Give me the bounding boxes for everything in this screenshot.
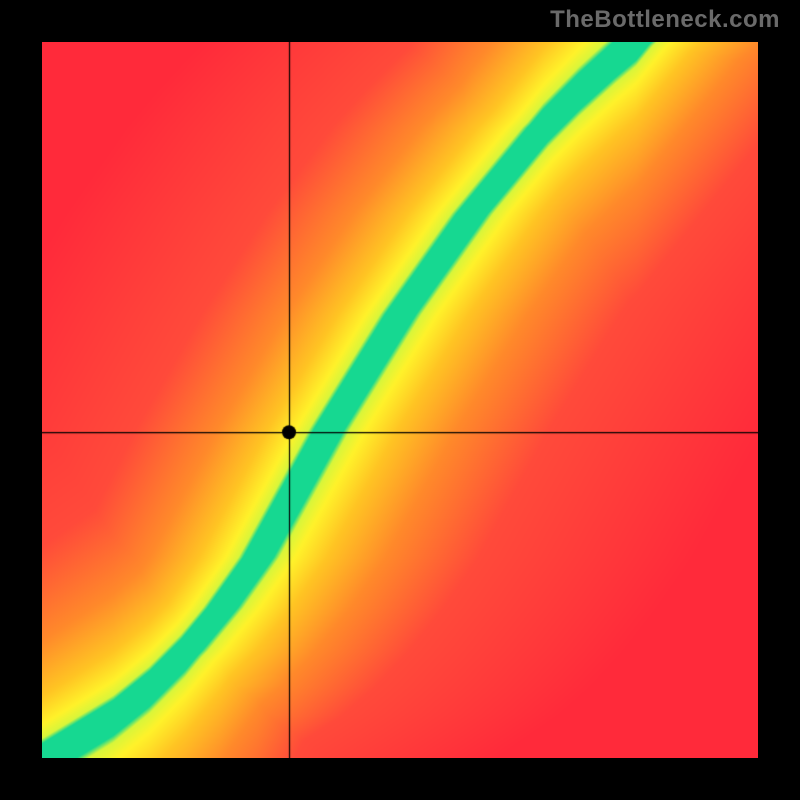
watermark-text: TheBottleneck.com (550, 6, 780, 34)
heatmap-canvas (42, 42, 758, 758)
chart-container: TheBottleneck.com (0, 0, 800, 800)
